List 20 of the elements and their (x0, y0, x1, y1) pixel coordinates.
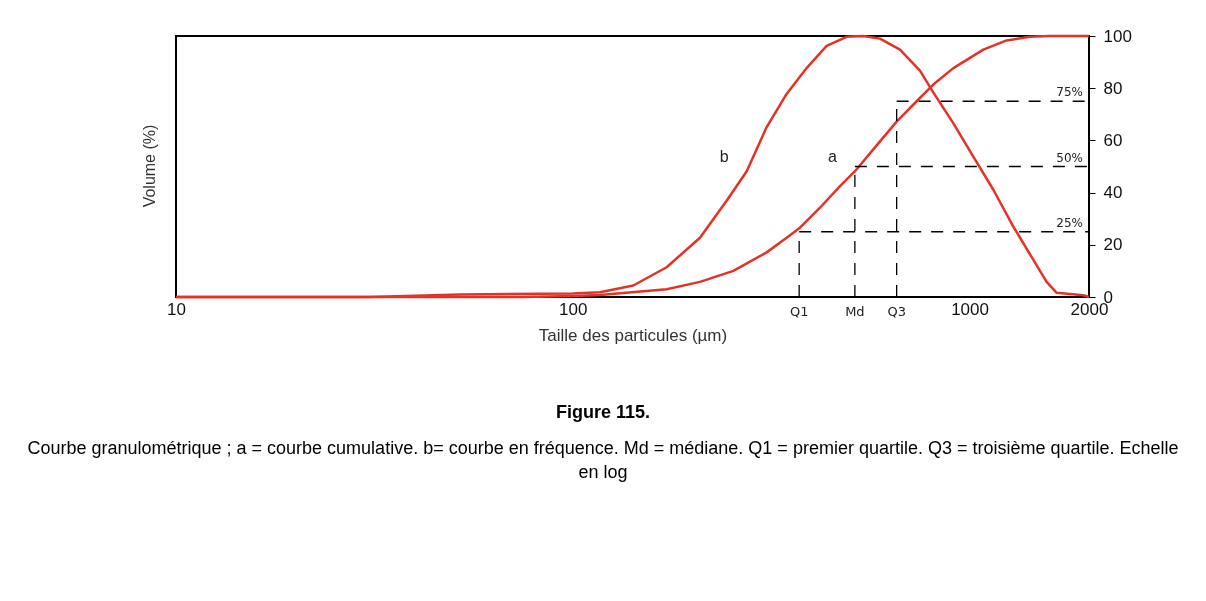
x-tick-label: 1000 (951, 299, 989, 319)
y-tick-label: 40 (1103, 183, 1123, 203)
ref-line-label: 50% (1056, 150, 1083, 165)
series-label: b (719, 148, 729, 166)
ref-line-label: 25% (1056, 215, 1083, 230)
ref-line-label: Q1 (789, 304, 809, 319)
series-label: a (828, 148, 838, 166)
text: Figure 115. (554, 402, 651, 423)
x-tick-label: 100 (559, 299, 588, 319)
ref-line-label: Md (845, 304, 865, 319)
x-axis-title: Taille des particules (µm) (538, 325, 728, 345)
y-axis-title: Volume (%) (141, 124, 159, 208)
y-tick-label: 60 (1103, 130, 1123, 150)
ref-line-label: Q3 (887, 304, 906, 319)
y-tick-label: 20 (1103, 235, 1123, 255)
text: Courbe granulométrique ; a = courbe cumulative. b= courbe en fréquence. Md = médiane. Q1 = premier quartile. Q3 = troisième quartile. Echelle en log (26, 437, 1180, 484)
y-tick-label: 100 (1103, 26, 1132, 46)
x-tick-label: 10 (167, 299, 186, 319)
y-tick-label: 80 (1103, 78, 1123, 98)
ref-line-label: 75% (1056, 85, 1083, 100)
